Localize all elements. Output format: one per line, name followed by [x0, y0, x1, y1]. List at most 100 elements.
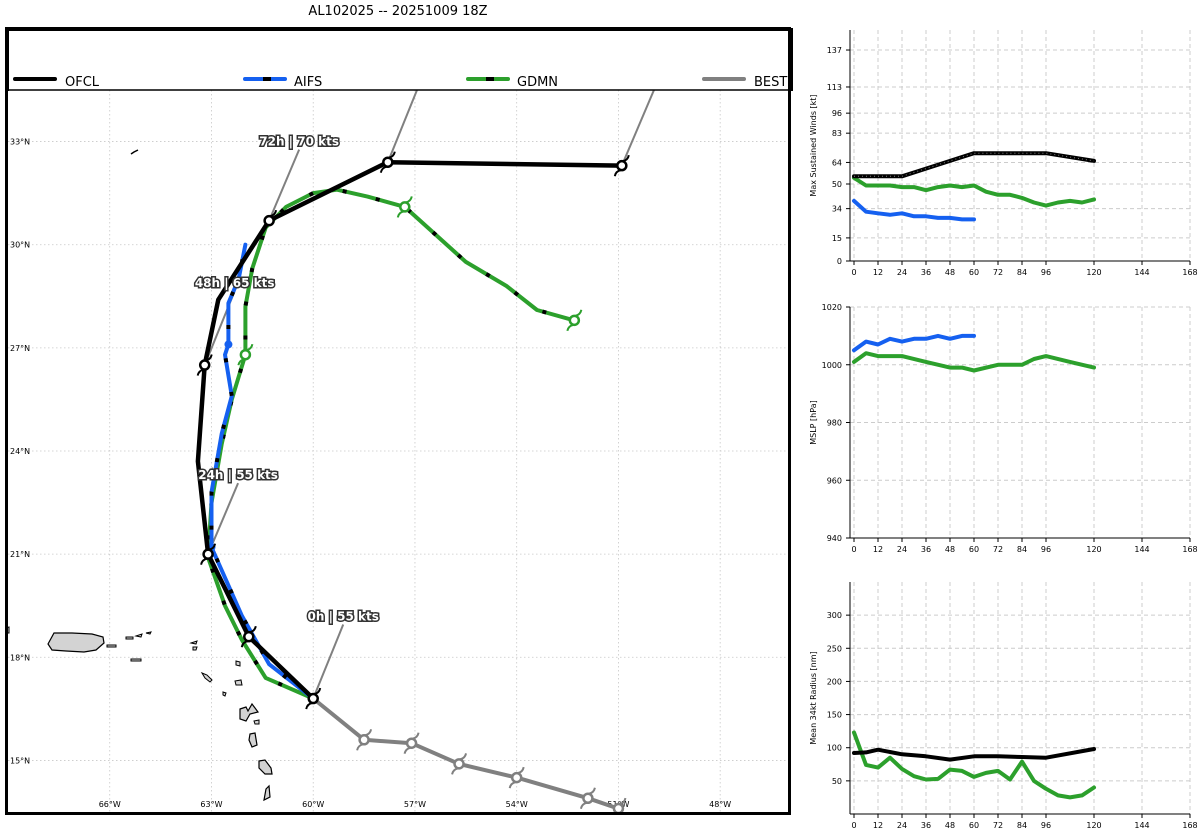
panel-x-tick-label: 72: [993, 545, 1003, 554]
track-point-best: [612, 797, 627, 812]
track-point-ofcl: [379, 151, 396, 173]
track-point-ofcl: [613, 154, 630, 177]
track-point-ofcl: [305, 687, 322, 710]
track-annotation: 0h | 55 kts: [308, 610, 379, 624]
island-nevis: [200, 671, 213, 683]
panel-x-tick-label: 96: [1041, 821, 1051, 830]
panel-x-tick-label: 12: [873, 268, 883, 277]
panel-x-tick-label: 48: [945, 268, 955, 277]
track-point-gdmn: [566, 309, 583, 332]
map-annotations: 0h | 55 kts 24h | 55 kts 48h | 65 kts 72h |…: [193, 133, 380, 625]
panel-x-tick-label: 24: [897, 545, 907, 554]
panel-y-tick-label: 980: [827, 419, 842, 428]
panel-y-tick-label: 50: [832, 777, 842, 786]
legend-label-gdmn: GDMN: [517, 75, 559, 90]
panel-y-axis-label: Max Sustained Winds [kt]: [809, 94, 818, 196]
island-marie-galante: [253, 719, 260, 725]
track-map: 66°W63°W60°W57°W54°W51°W48°W15°N18°N21°N…: [5, 27, 791, 815]
map-lat-tick-label: 27°N: [10, 344, 30, 353]
annotation-leader: [386, 90, 419, 163]
map-land: [8, 149, 273, 802]
panel-x-tick-label: 48: [945, 545, 955, 554]
legend-label-best: BEST: [754, 75, 788, 90]
map-lon-tick-label: 63°W: [200, 800, 222, 809]
panel-y-tick-label: 150: [827, 711, 842, 720]
legend-label-ofcl: OFCL: [65, 75, 100, 90]
series-dots-ofcl: [854, 152, 1095, 177]
track-line-gdmn: [206, 187, 577, 701]
island-anguilla: [189, 640, 198, 645]
track-point-best: [356, 729, 373, 751]
panel-x-tick-label: 36: [921, 821, 931, 830]
island-martinique: [258, 759, 273, 775]
track-point-best: [579, 787, 596, 809]
track-point-gdmn: [396, 196, 413, 218]
legend-line-aifs: [243, 77, 287, 81]
map-lon-tick-label: 57°W: [404, 800, 426, 809]
annotation-leader: [620, 90, 656, 167]
panel-y-tick-label: 137: [827, 46, 842, 55]
map-lon-tick-label: 66°W: [99, 800, 121, 809]
series-line-aifs: [852, 198, 976, 222]
panel-y-tick-label: 15: [832, 234, 842, 243]
panel-y-tick-label: 83: [832, 129, 842, 138]
panel-x-tick-label: 72: [993, 268, 1003, 277]
island-antigua: [234, 679, 243, 686]
track-point-aifs: [224, 340, 233, 349]
island-st-lucia: [263, 784, 271, 802]
island-guadeloupe: [239, 702, 260, 722]
annotation-leader: [268, 149, 301, 222]
intensity-panel-max-sustained-winds-kt: 0 12 24 36 48 60 72 84 96 120 144 168 0 15 34 50 64 83 96 1…: [809, 30, 1198, 277]
island-st-croix: [130, 658, 142, 662]
series-line-gdmn: [852, 175, 1096, 208]
panel-x-tick-label: 84: [1017, 545, 1027, 554]
island-montserrat: [222, 691, 227, 697]
panel-y-tick-label: 50: [832, 180, 842, 189]
track-point-ofcl: [240, 625, 257, 648]
panel-y-tick-label: 34: [832, 205, 842, 214]
panel-x-tick-label: 12: [873, 821, 883, 830]
panel-x-tick-label: 120: [1086, 545, 1101, 554]
map-lat-tick-label: 24°N: [10, 447, 30, 456]
panel-y-axis-label: MSLP [hPa]: [809, 400, 818, 444]
track-point-best: [508, 766, 525, 789]
panel-y-tick-label: 100: [827, 744, 842, 753]
panel-x-tick-label: 24: [897, 268, 907, 277]
map-lon-tick-label: 48°W: [709, 800, 731, 809]
island-virgin-1: [134, 633, 143, 638]
panel-x-tick-label: 144: [1134, 268, 1149, 277]
page-title: AL102025 -- 20251009 18Z: [308, 4, 488, 19]
legend-label-aifs: AIFS: [294, 75, 323, 90]
track-point-ofcl: [261, 209, 278, 232]
legend-line-ofcl: [13, 77, 57, 81]
legend-line-gdmn: [466, 77, 510, 81]
panel-y-tick-label: 200: [827, 677, 842, 686]
track-point-best: [451, 753, 468, 775]
panel-x-tick-label: 168: [1182, 268, 1197, 277]
map-lon-tick-label: 54°W: [506, 800, 528, 809]
island-barbuda: [235, 660, 241, 667]
panel-x-tick-label: 168: [1182, 545, 1197, 554]
series-line-ofcl: [852, 747, 1096, 762]
track-point-ofcl: [200, 543, 217, 565]
island-culebra: [125, 636, 134, 640]
map-lat-tick-label: 30°N: [10, 241, 30, 250]
panel-x-tick-label: 84: [1017, 821, 1027, 830]
panel-y-tick-label: 960: [827, 476, 842, 485]
panel-y-tick-label: 0: [837, 257, 842, 266]
island-virgin-2: [145, 631, 152, 635]
track-annotation: 72h | 70 kts: [259, 135, 339, 149]
map-tracks: [195, 90, 656, 812]
panel-x-tick-label: 36: [921, 545, 931, 554]
map-lat-tick-label: 21°N: [10, 550, 30, 559]
map-gridlines: 66°W63°W60°W57°W54°W51°W48°W15°N18°N21°N…: [8, 90, 788, 812]
panel-x-tick-label: 36: [921, 268, 931, 277]
track-point-best: [403, 732, 420, 754]
track-point-gdmn: [237, 343, 254, 366]
panel-x-tick-label: 144: [1134, 545, 1149, 554]
panel-x-tick-label: 96: [1041, 545, 1051, 554]
map-lon-tick-label: 60°W: [302, 800, 324, 809]
track-point-ofcl: [196, 354, 213, 376]
panel-x-tick-label: 144: [1134, 821, 1149, 830]
track-annotation: 24h | 55 kts: [198, 468, 278, 482]
